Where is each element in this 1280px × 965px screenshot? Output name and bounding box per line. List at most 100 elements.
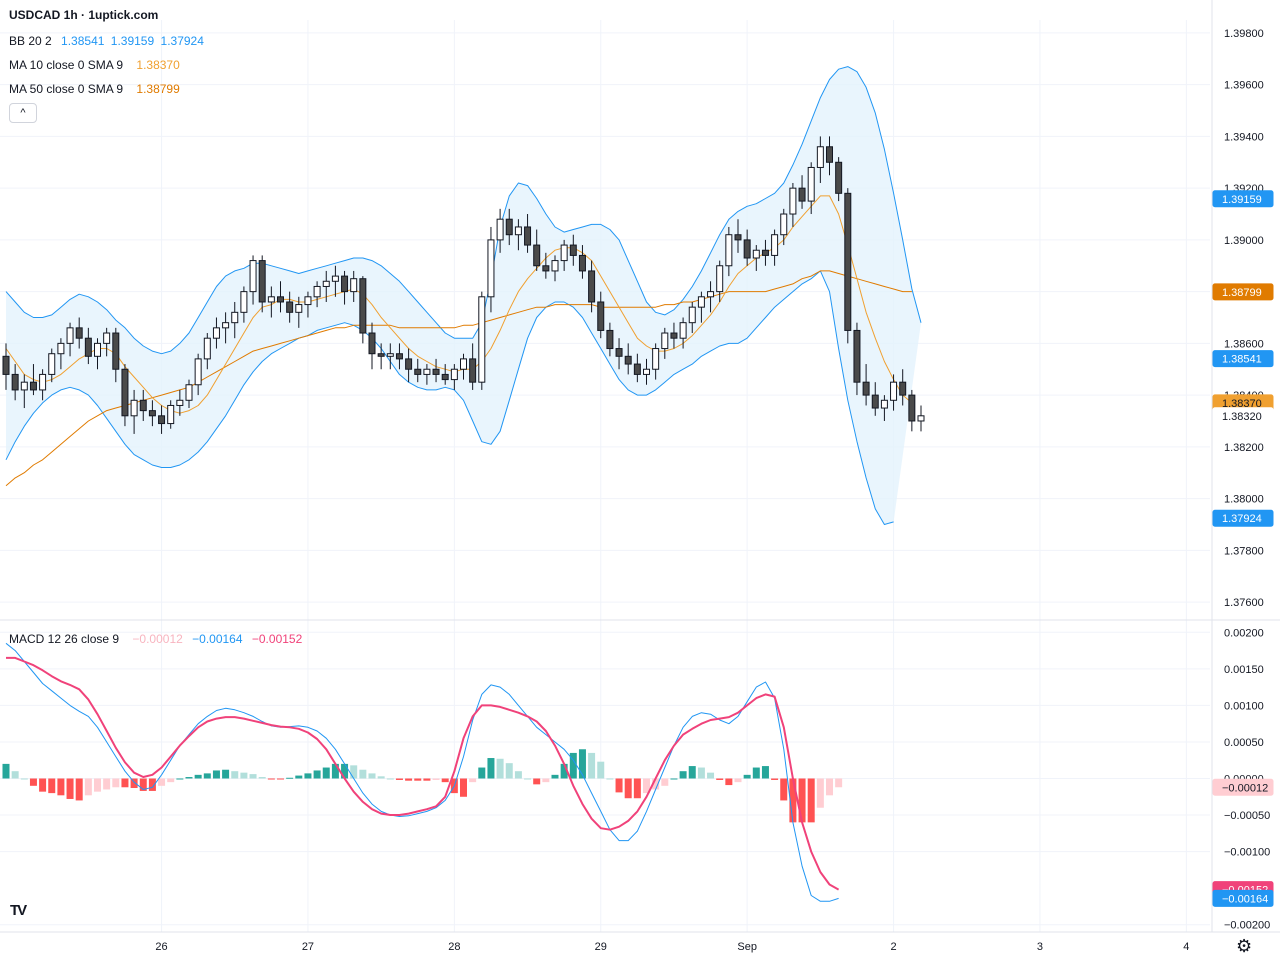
candle (103, 332, 111, 344)
macd-axis-tick-label: 0.00100 (1224, 700, 1264, 712)
chart-title: USDCAD 1h · 1uptick.com (9, 8, 159, 22)
macd-axis-tick-label: 0.00200 (1224, 627, 1264, 639)
candle (615, 348, 623, 357)
macd-histogram-bar (212, 770, 220, 779)
candle (725, 234, 733, 267)
candle (405, 358, 413, 370)
macd-histogram-bar (277, 778, 284, 780)
macd-histogram-bar (29, 778, 37, 786)
time-axis-tick-label: 4 (1183, 941, 1189, 953)
candle (57, 342, 65, 355)
price-axis-tick-label: 1.37800 (1224, 545, 1264, 557)
macd-histogram-bar (158, 778, 166, 786)
macd-histogram-bar (533, 778, 541, 785)
macd-badge: −0.00012 (1222, 782, 1268, 794)
macd-histogram-bar (377, 776, 385, 779)
legend-bb-label: BB 20 2 (9, 34, 52, 48)
candle (578, 254, 586, 272)
legend-bb[interactable]: BB 20 2 1.38541 1.39159 1.37924 (9, 34, 204, 48)
macd-histogram-bar (606, 778, 614, 780)
macd-axis-tick-label: 0.00150 (1224, 664, 1264, 676)
legend-ma10[interactable]: MA 10 close 0 SMA 9 1.38370 (9, 58, 180, 72)
candle (460, 358, 467, 370)
candle (212, 327, 220, 339)
macd-histogram-bar (826, 778, 833, 796)
macd-histogram-bar (560, 763, 568, 779)
candle (542, 265, 550, 272)
candle (469, 358, 477, 383)
legend-macd-label: MACD 12 26 close 9 (9, 632, 120, 646)
candle (84, 337, 92, 357)
time-axis-tick-label: 29 (595, 941, 607, 953)
candle (514, 226, 522, 236)
legend-ma50[interactable]: MA 50 close 0 SMA 9 1.38799 (9, 82, 180, 96)
candle (322, 280, 330, 287)
price-badge: 1.38799 (1222, 287, 1262, 299)
macd-histogram-bar (670, 778, 678, 780)
macd-histogram-bar (734, 778, 742, 783)
candle (203, 337, 211, 360)
candle (139, 399, 147, 412)
candle (29, 381, 37, 391)
bb-fill (6, 66, 921, 525)
candle (350, 278, 358, 293)
candle (588, 270, 596, 303)
macd-histogram-bar (615, 778, 623, 793)
macd-badge-bg (1212, 889, 1274, 907)
candle (643, 368, 650, 375)
macd-histogram-bar (551, 774, 559, 779)
gear-icon[interactable]: ⚙ (1236, 936, 1253, 956)
candle (606, 329, 614, 350)
candle (121, 368, 129, 417)
candle (697, 296, 705, 308)
chevron-up-icon: ^ (20, 107, 26, 119)
candle (267, 296, 275, 303)
macd-histogram-bar (542, 778, 550, 783)
candle (194, 358, 202, 386)
macd-histogram-bar (48, 778, 56, 794)
candle (853, 329, 861, 383)
price-axis-tick-label: 1.39600 (1224, 80, 1264, 92)
macd-histogram-bar (441, 778, 449, 783)
macd-histogram-bar (341, 763, 349, 779)
collapse-legend-button[interactable]: ^ (9, 103, 37, 123)
legend-macd[interactable]: MACD 12 26 close 9 −0.00012 −0.00164 −0.… (9, 632, 302, 646)
candle (661, 332, 669, 350)
macd-histogram-bar (597, 761, 605, 779)
macd-histogram-bar (148, 778, 156, 791)
candle (48, 353, 56, 375)
candle (597, 301, 605, 331)
macd-histogram-bar (661, 778, 669, 786)
macd-histogram-bar (780, 778, 788, 801)
candle (240, 291, 248, 313)
price-badge: 1.39159 (1222, 194, 1262, 206)
candle (761, 249, 769, 256)
macd-histogram-bar (194, 774, 202, 779)
macd-histogram-bar (716, 778, 724, 780)
macd-histogram-bar (350, 765, 358, 779)
price-badge-bg (1212, 283, 1274, 301)
candle (395, 353, 403, 360)
macd-histogram-bar (231, 771, 239, 779)
macd-histogram-bar (460, 778, 467, 797)
macd-histogram-bar (322, 767, 330, 779)
macd-histogram-bar (75, 778, 83, 801)
candle (908, 394, 916, 422)
price-axis-tick-label: 1.39000 (1224, 235, 1264, 247)
macd-histogram-bar (222, 769, 230, 779)
candle (313, 285, 321, 298)
macd-histogram-bar (139, 778, 147, 791)
candle (158, 415, 166, 425)
price-axis-tick-label: 1.39400 (1224, 131, 1264, 143)
macd-histogram-bar (643, 778, 650, 794)
macd-histogram-bar (798, 778, 806, 823)
tradingview-logo-icon[interactable]: TV (10, 902, 27, 919)
bb-lower-line (5, 270, 894, 525)
macd-histogram-bar (203, 773, 211, 779)
candle (524, 226, 532, 246)
ma50-line (5, 270, 912, 487)
candle (39, 373, 47, 391)
macd-histogram-bar (469, 778, 477, 783)
